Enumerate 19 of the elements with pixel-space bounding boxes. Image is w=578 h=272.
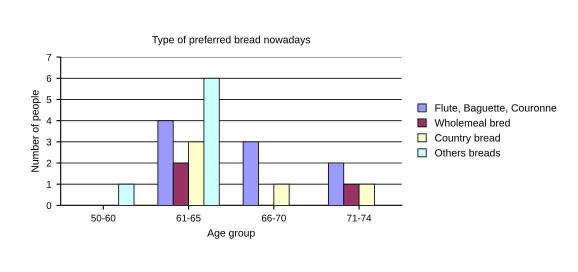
x-tick-label: 61-65: [176, 214, 201, 222]
x-tick-label: 50-60: [91, 214, 116, 222]
x-axis-title: Age group: [207, 229, 255, 239]
legend-label: Others breads: [435, 148, 500, 157]
y-tick-label: 0: [46, 202, 52, 209]
legend-label: Flute, Baguette, Couronne: [435, 104, 556, 114]
legend-label: Wholemeal bred: [434, 118, 510, 127]
y-tick-label: 4: [46, 117, 52, 124]
y-tick-label: 7: [46, 54, 52, 61]
y-tick-label: 6: [46, 75, 52, 82]
y-axis-title: Number of people: [30, 90, 41, 172]
y-tick-label: 2: [46, 160, 52, 167]
y-tick-label: 5: [46, 96, 52, 104]
x-tick-label: 66-70: [262, 214, 286, 222]
chart-title: Type of preferred bread nowadays: [152, 36, 310, 46]
y-tick-label: 1: [46, 181, 52, 188]
y-tick-label: 3: [46, 138, 52, 146]
legend-label: Country bread: [435, 134, 500, 144]
x-tick-label: 71-74: [347, 214, 372, 222]
